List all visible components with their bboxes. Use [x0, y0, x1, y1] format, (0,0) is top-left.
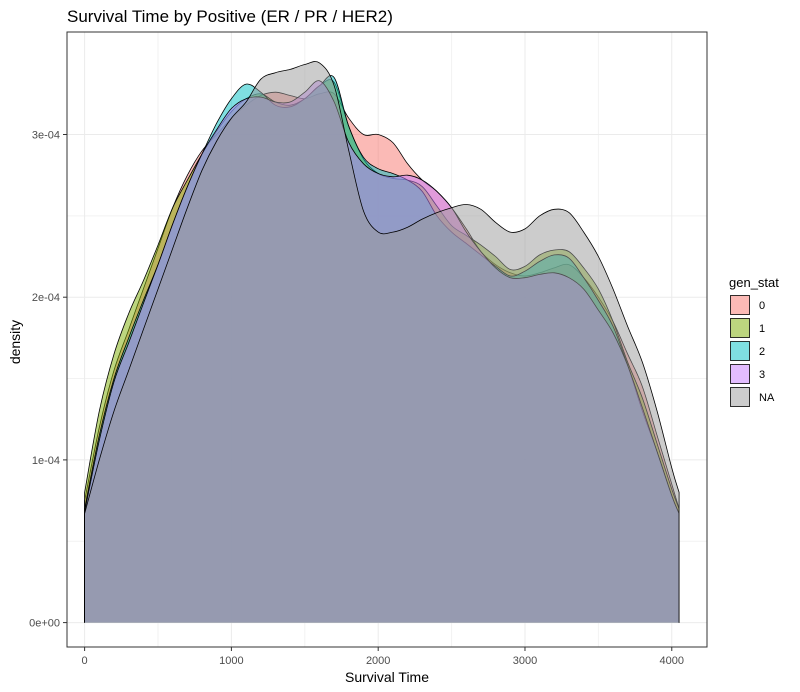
legend-key-3: [730, 364, 750, 384]
density-area-na: [84, 61, 680, 623]
x-tick-label: 3000: [513, 655, 537, 667]
legend-label: NA: [759, 392, 775, 404]
legend-label: 2: [759, 346, 765, 358]
density-areas: [84, 61, 680, 623]
x-tick-label: 1000: [219, 655, 243, 667]
y-tick-label: 2e-04: [32, 292, 60, 304]
y-axis: 0e+00 1e-04 2e-04 3e-04: [29, 130, 67, 630]
x-axis-title: Survival Time: [345, 669, 429, 685]
y-tick-label: 3e-04: [32, 130, 60, 142]
x-tick-label: 0: [82, 655, 88, 667]
plot-area: [66, 31, 708, 648]
x-axis: 0 1000 2000 3000 4000: [82, 647, 684, 667]
legend-label: 0: [759, 300, 765, 312]
x-tick-label: 2000: [366, 655, 390, 667]
legend-key-1: [730, 318, 750, 338]
legend: gen_stat 0 1 2 3 NA: [729, 275, 779, 408]
legend-key-0: [730, 295, 750, 315]
legend-title: gen_stat: [729, 275, 779, 290]
legend-label: 1: [759, 323, 765, 335]
panel-border: [66, 31, 708, 648]
legend-items: 0 1 2 3 NA: [729, 294, 775, 408]
legend-key-2: [730, 341, 750, 361]
y-tick-label: 0e+00: [29, 618, 60, 630]
chart-title: Survival Time by Positive (ER / PR / HER…: [67, 7, 393, 26]
density-outline-na: [84, 61, 680, 623]
y-axis-title: density: [7, 320, 23, 364]
y-tick-label: 1e-04: [32, 455, 60, 467]
legend-key-na: [730, 387, 750, 407]
x-tick-label: 4000: [660, 655, 684, 667]
legend-label: 3: [759, 369, 765, 381]
